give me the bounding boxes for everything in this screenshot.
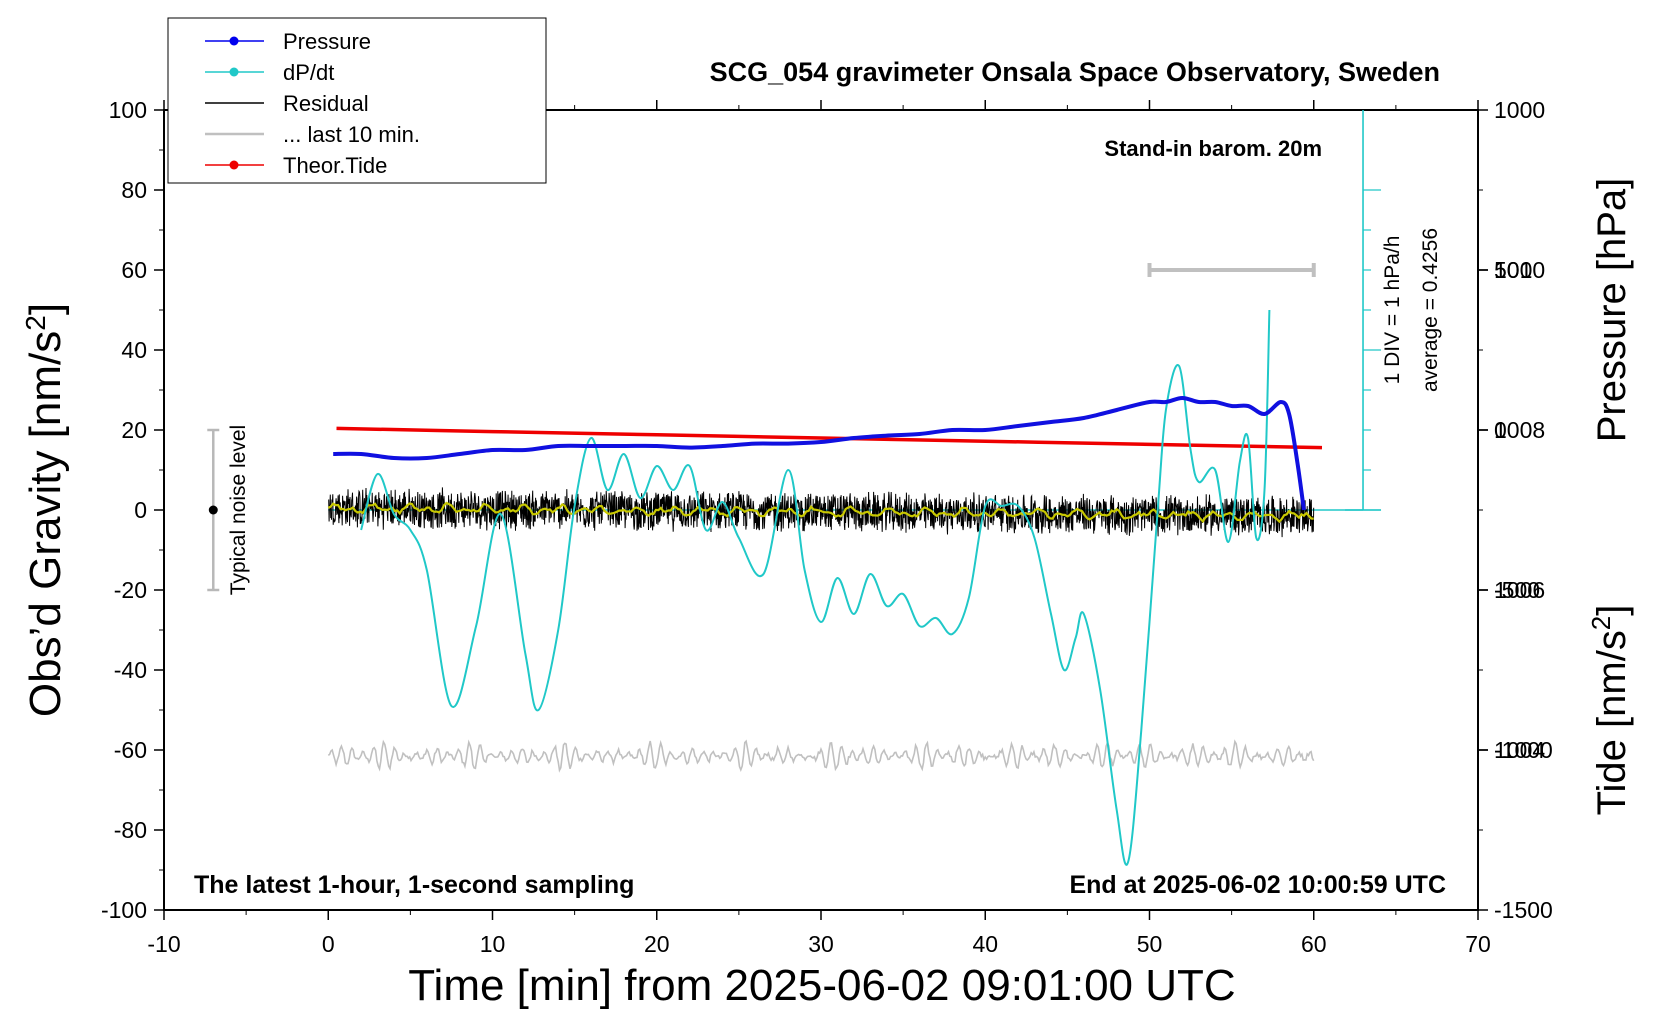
y-tick-label--80: -80 — [114, 817, 147, 843]
legend-marker-1 — [229, 67, 239, 77]
tide-tick-label--1500: -1500 — [1494, 897, 1553, 923]
tide-tick-label-0: 0 — [1494, 417, 1507, 443]
x-tick-label-70: 70 — [1465, 931, 1491, 957]
series-residual — [328, 487, 1315, 538]
y-left-title-main: Obs’d Gravity [nm/s — [21, 331, 70, 717]
x-tick-label-0: 0 — [322, 931, 335, 957]
y-tick-label-80: 80 — [121, 177, 147, 203]
y-axis-pressure-title: Pressure [hPa] — [1590, 178, 1634, 443]
y-axis-tide-title: Tide [nm/s2] — [1586, 605, 1634, 816]
y-axis-left-title: Obs’d Gravity [nm/s2] — [20, 303, 71, 717]
x-axis-title: Time [min] from 2025-06-02 09:01:00 UTC — [408, 961, 1235, 1010]
x-tick-label-10: 10 — [480, 931, 506, 957]
dpdt-scale-note: 1 DIV = 1 hPa/h — [1381, 236, 1404, 385]
stand-in-barometer-note: Stand-in barom. 20m — [1104, 136, 1322, 161]
legend-label-3: ... last 10 min. — [283, 122, 420, 147]
y-left-title-sup: 2 — [20, 315, 51, 331]
legend-label-4: Theor.Tide — [283, 153, 387, 178]
y-left-title-end: ] — [21, 303, 70, 315]
series-dpdt — [360, 309, 1271, 866]
y-tick-label--40: -40 — [114, 657, 147, 683]
dpdt-scale-bar — [1345, 110, 1382, 511]
tide-tick-label-500: 500 — [1494, 257, 1532, 283]
tide-title-end: ] — [1590, 605, 1634, 616]
legend-box — [167, 17, 547, 184]
legend-label-1: dP/dt — [283, 60, 334, 85]
pressure-tick-label-1006: 1006 — [1494, 577, 1545, 603]
series-residual-smoothed — [327, 501, 1314, 524]
noise-level-note: Typical noise level — [227, 425, 250, 595]
legend-entries: Pressure dP/dt Residual ... last 10 min. The… — [205, 29, 420, 178]
dpdt-average-note: average = 0.4256 — [1419, 228, 1442, 392]
legend-marker-4 — [229, 160, 239, 170]
legend-marker-0 — [229, 36, 239, 46]
y-tick-label--20: -20 — [114, 577, 147, 603]
series-pressure — [333, 395, 1306, 511]
pressure-tick-label-1010: 1010 — [1494, 257, 1545, 283]
x-tick-label-20: 20 — [644, 931, 670, 957]
y-tick-label-100: 100 — [109, 97, 147, 123]
y-tick-label-0: 0 — [134, 497, 147, 523]
series-theor-tide — [336, 426, 1323, 450]
tide-title-sup: 2 — [1586, 616, 1616, 630]
y-tick-label-20: 20 — [121, 417, 147, 443]
x-tick-label-30: 30 — [808, 931, 834, 957]
tide-tick-label-1000: 1000 — [1494, 97, 1545, 123]
tide-tick-label--1000: -1000 — [1494, 737, 1553, 763]
chart-title: SCG_054 gravimeter Onsala Space Observat… — [710, 57, 1440, 87]
x-tick-label-40: 40 — [972, 931, 998, 957]
legend: Pressure dP/dt Residual ... last 10 min. The… — [167, 17, 547, 184]
pressure-tick-label-1008: 1008 — [1494, 417, 1545, 443]
legend-label-2: Residual — [283, 91, 369, 116]
series-layer — [327, 263, 1364, 866]
x-tick-label-50: 50 — [1137, 931, 1163, 957]
y-tick-label-60: 60 — [121, 257, 147, 283]
noise-bar-center-dot — [208, 505, 218, 515]
tide-tick-label--500: -500 — [1494, 577, 1540, 603]
x-tick-label-60: 60 — [1301, 931, 1327, 957]
series-last-10-min — [327, 739, 1315, 773]
y-tick-label--60: -60 — [114, 737, 147, 763]
x-tick-label--10: -10 — [147, 931, 180, 957]
pressure-tick-label-1004: 1004 — [1494, 737, 1545, 763]
y-tick-label-40: 40 — [121, 337, 147, 363]
end-time-note: End at 2025-06-02 10:00:59 UTC — [1069, 871, 1446, 899]
legend-label-0: Pressure — [283, 29, 371, 54]
sampling-note: The latest 1-hour, 1-second sampling — [194, 871, 634, 899]
noise-level-bar — [207, 428, 220, 592]
y-tick-label--100: -100 — [101, 897, 147, 923]
tide-title-main: Tide [nm/s — [1590, 630, 1634, 815]
axes-layer: -10 0 10 20 30 40 50 60 70-100-80-60-40-20020406… — [101, 97, 1553, 957]
